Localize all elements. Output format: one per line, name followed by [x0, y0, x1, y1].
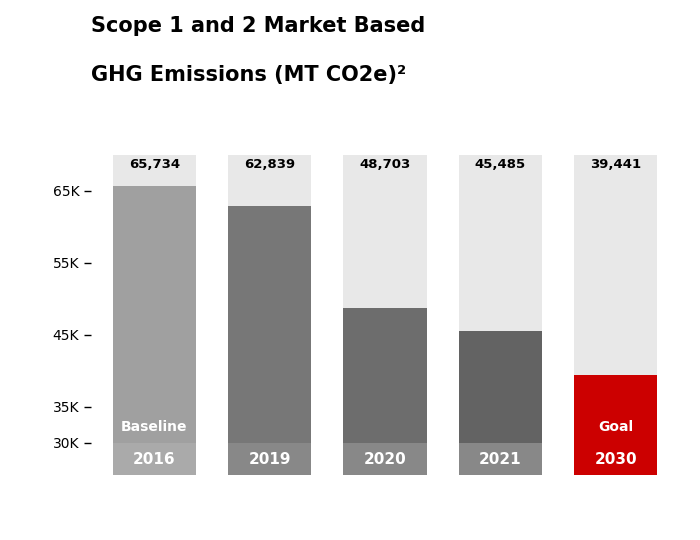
Bar — [113, 186, 196, 443]
Text: 2020: 2020 — [363, 451, 407, 467]
Bar — [344, 308, 426, 443]
Bar — [574, 375, 657, 443]
Bar — [344, 443, 426, 475]
Bar — [113, 155, 196, 443]
Text: 45,485: 45,485 — [475, 158, 526, 171]
Bar — [574, 443, 657, 475]
Bar — [574, 155, 657, 443]
Bar — [458, 443, 542, 475]
Text: 65,734: 65,734 — [129, 158, 180, 171]
Bar — [228, 155, 312, 443]
Text: 39,441: 39,441 — [590, 158, 641, 171]
Bar — [344, 155, 426, 443]
Text: 2019: 2019 — [248, 451, 291, 467]
Bar — [228, 206, 312, 443]
Bar — [458, 332, 542, 443]
Text: 62,839: 62,839 — [244, 158, 295, 171]
Text: Scope 1 and 2 Market Based: Scope 1 and 2 Market Based — [91, 16, 426, 36]
Bar — [113, 443, 196, 475]
Text: 2016: 2016 — [133, 451, 176, 467]
Text: Baseline: Baseline — [121, 420, 188, 434]
Text: 48,703: 48,703 — [359, 158, 411, 171]
Text: 2021: 2021 — [479, 451, 522, 467]
Text: GHG Emissions (MT CO2e)²: GHG Emissions (MT CO2e)² — [91, 65, 406, 85]
Bar — [458, 155, 542, 443]
Text: 2030: 2030 — [594, 451, 637, 467]
Bar — [228, 443, 312, 475]
Text: Goal: Goal — [598, 420, 634, 434]
